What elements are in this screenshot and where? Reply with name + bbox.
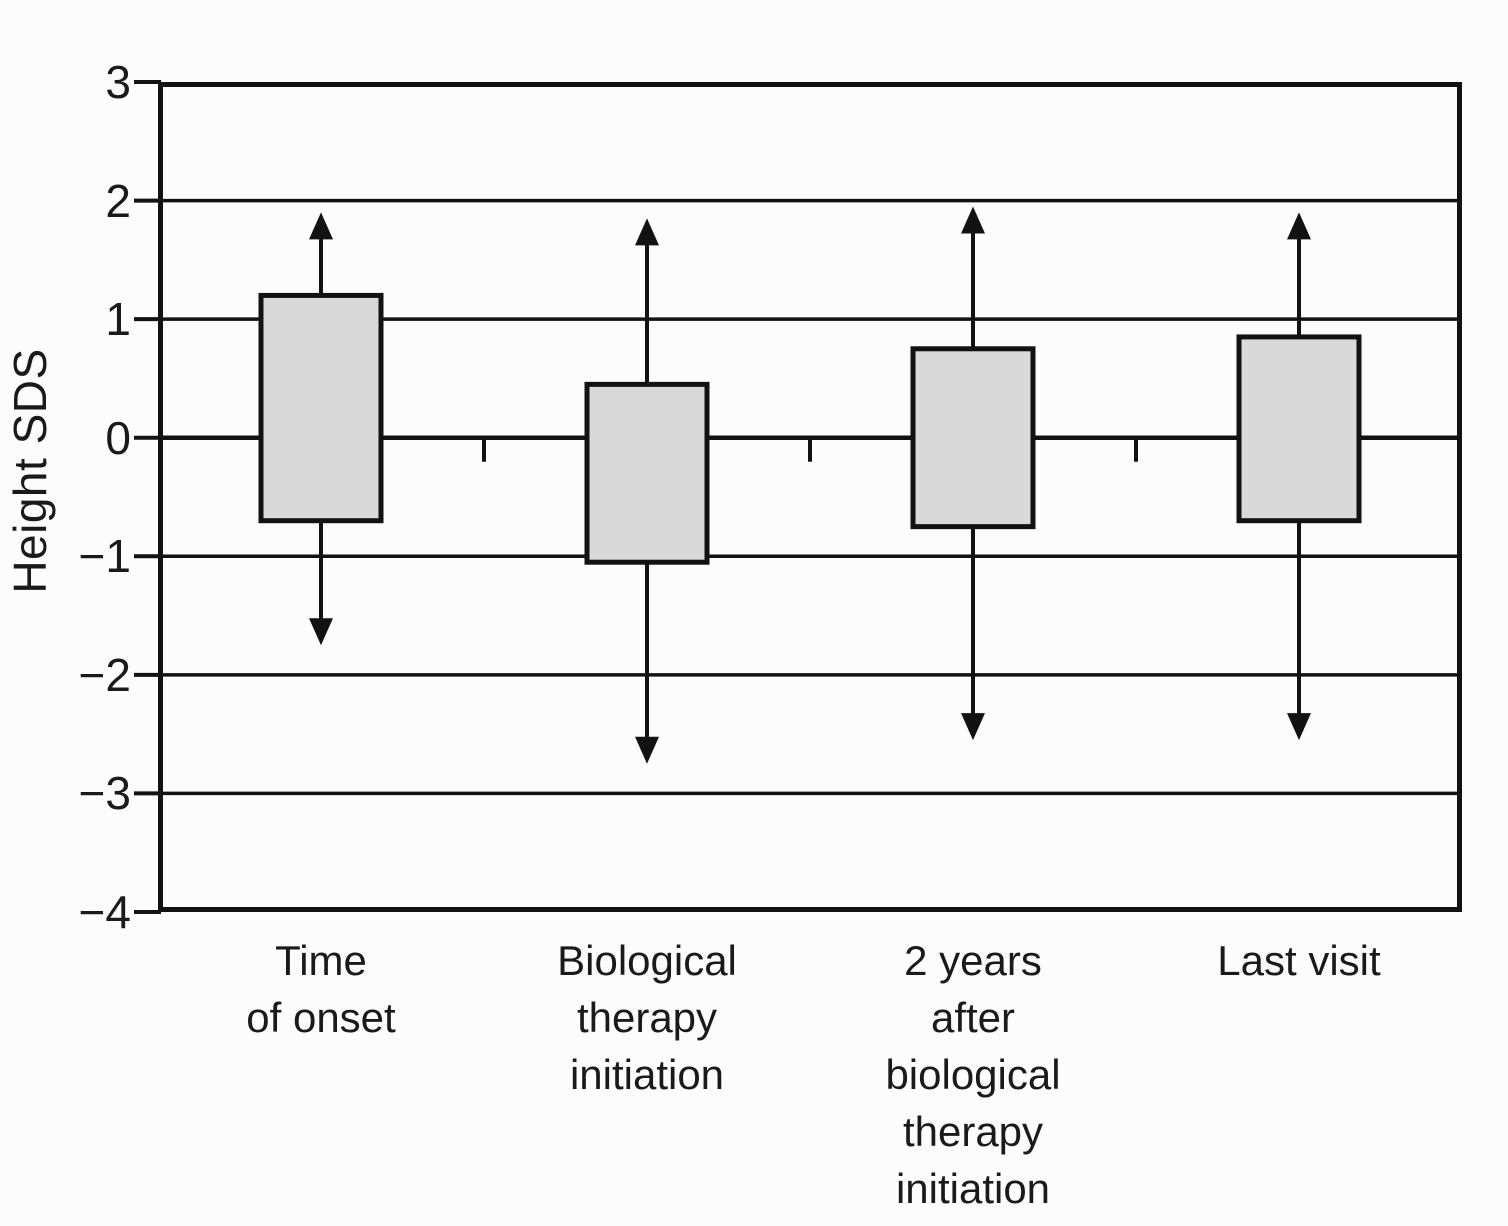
x-category-label: Time of onset — [246, 937, 396, 1041]
y-tick-label: 2 — [105, 174, 131, 227]
up-arrowhead-icon — [961, 206, 985, 234]
y-tick-label: −4 — [78, 886, 131, 938]
box — [584, 381, 710, 565]
y-tick-label: 1 — [105, 293, 131, 346]
down-arrowhead-icon — [961, 713, 985, 741]
up-arrowhead-icon — [1287, 212, 1311, 240]
plot-area — [134, 80, 1462, 914]
box — [910, 346, 1036, 530]
x-category-label: Last visit — [1217, 937, 1381, 984]
up-arrowhead-icon — [309, 212, 333, 240]
y-tick-label: 0 — [105, 411, 131, 464]
x-category-label: 2 years after biological therapy initiat… — [885, 937, 1061, 1212]
down-arrowhead-icon — [1287, 713, 1311, 741]
up-arrowhead-icon — [635, 218, 659, 246]
y-tick-label: 3 — [105, 56, 131, 108]
box — [258, 292, 384, 524]
down-arrowhead-icon — [309, 618, 333, 646]
y-tick-label: −1 — [78, 530, 131, 583]
box — [1236, 334, 1362, 524]
y-tick-label: −2 — [78, 648, 131, 701]
x-category-label: Biological therapy initiation — [557, 937, 737, 1098]
y-tick-label: −3 — [78, 767, 131, 820]
down-arrowhead-icon — [635, 736, 659, 764]
plot-frame — [158, 82, 1462, 912]
